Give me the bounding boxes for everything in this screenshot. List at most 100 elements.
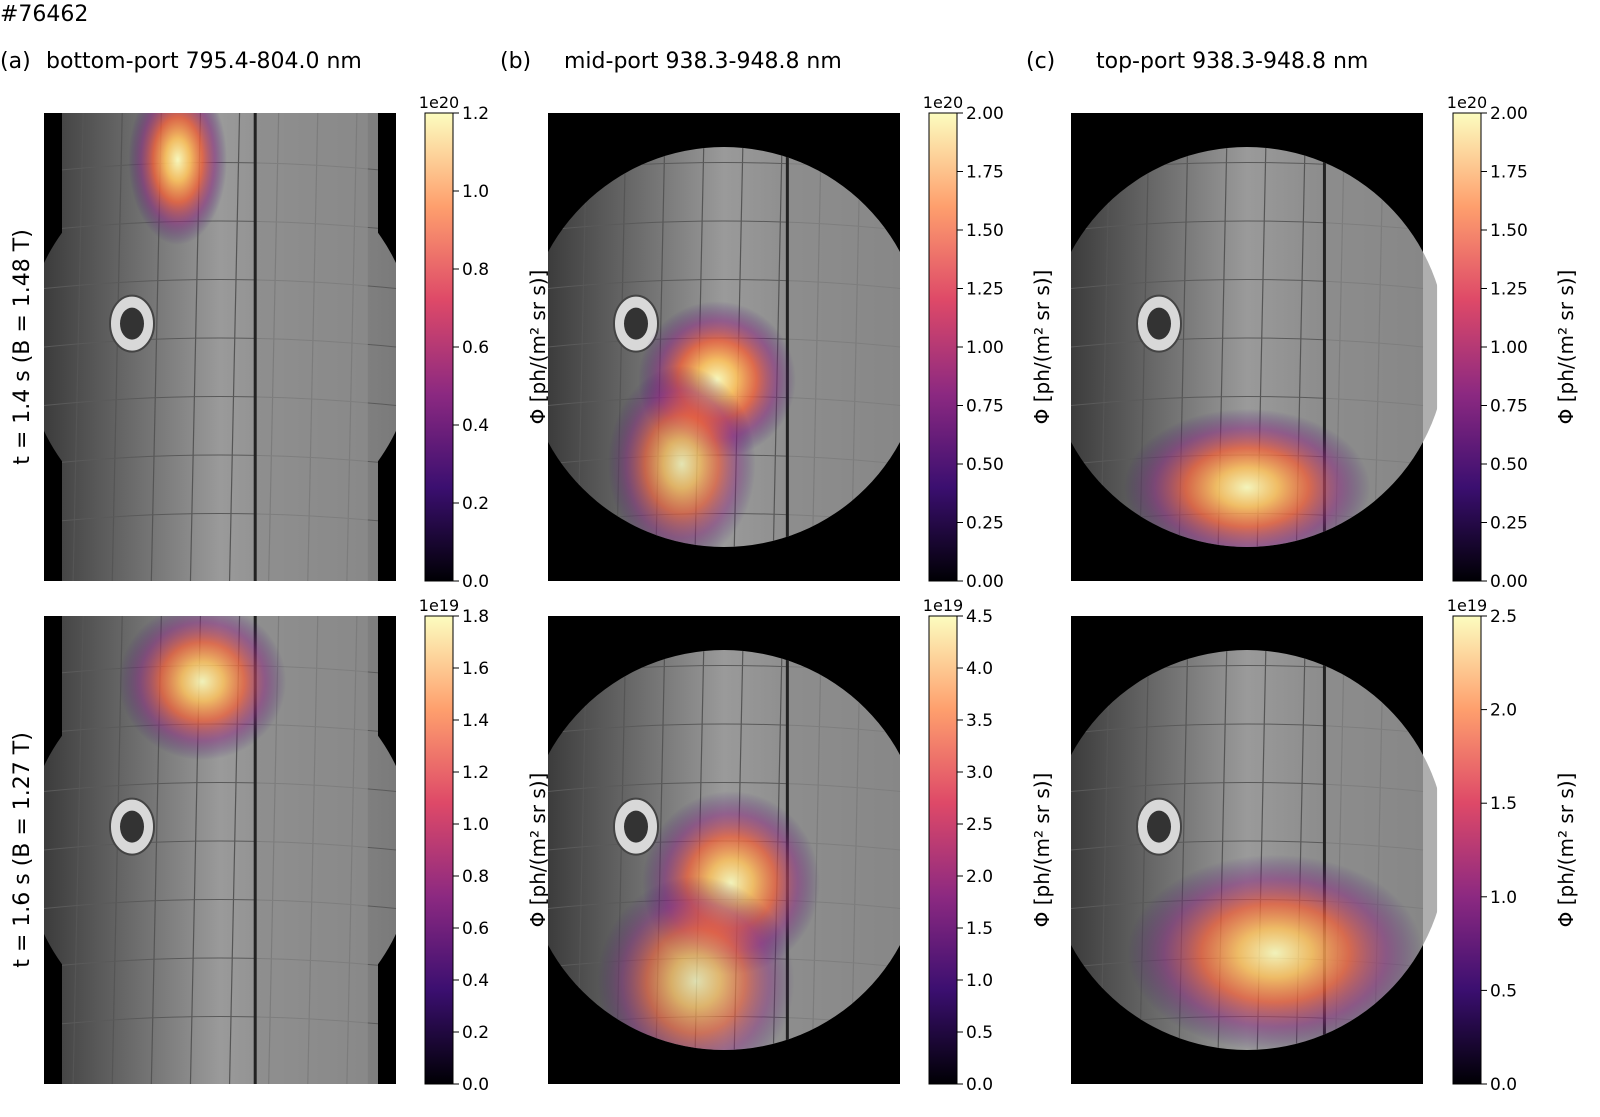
emission-region bbox=[128, 113, 228, 245]
panel-title: top-port 938.3-948.8 nm bbox=[1096, 49, 1368, 74]
colorbar-tick-label: 0.5 bbox=[1490, 981, 1517, 1001]
colorbar-scale bbox=[1452, 615, 1482, 1085]
vessel-view bbox=[43, 113, 397, 581]
colorbar: 0.00 0.25 0.50 0.75 1.00 1.25 1.50 1.75 2.001e20… bbox=[923, 93, 1054, 592]
panel-c-top: 0.00 0.25 0.50 0.75 1.00 1.25 1.50 1.75 2.001e20… bbox=[1070, 93, 1578, 592]
colorbar-tick-label: 1.5 bbox=[1490, 794, 1517, 814]
colorbar-tick-label: 4.0 bbox=[966, 659, 993, 679]
colorbar-tick-label: 0.25 bbox=[966, 514, 1004, 534]
vessel-view bbox=[547, 147, 901, 547]
shot-number: #76462 bbox=[0, 2, 88, 27]
column-titles: (a) bottom-port 795.4-804.0 nm (b) mid-port… bbox=[0, 49, 1368, 74]
vessel-view bbox=[1070, 147, 1438, 547]
colorbar-scale bbox=[928, 112, 958, 582]
colorbar-tick-label: 0.25 bbox=[1490, 514, 1528, 534]
colorbar-tick-label: 1.2 bbox=[462, 763, 489, 783]
colorbar-tick-label: 3.5 bbox=[966, 711, 993, 731]
colorbar-tick-label: 1.0 bbox=[462, 815, 489, 835]
colorbar-label: Φ [ph/(m² sr s)] bbox=[1554, 270, 1578, 425]
colorbar-label: Φ [ph/(m² sr s)] bbox=[526, 270, 550, 425]
colorbar-tick-label: 0.2 bbox=[462, 494, 489, 514]
panel-label: (a) bbox=[0, 49, 31, 74]
panel-title: bottom-port 795.4-804.0 nm bbox=[46, 49, 362, 74]
colorbar-tick-label: 1.4 bbox=[462, 711, 489, 731]
colorbar-tick-label: 1.0 bbox=[966, 971, 993, 991]
colorbar-multiplier: 1e19 bbox=[1447, 596, 1487, 615]
colorbar-tick-label: 3.0 bbox=[966, 763, 993, 783]
colorbar-tick-label: 0.6 bbox=[462, 338, 489, 358]
colorbar-tick-label: 0.4 bbox=[462, 971, 489, 991]
panel-label: (c) bbox=[1026, 49, 1055, 74]
row-time-label: t = 1.4 s (B = 1.48 T) bbox=[10, 229, 35, 465]
row-time-label: t = 1.6 s (B = 1.27 T) bbox=[10, 732, 35, 968]
colorbar-tick-label: 2.0 bbox=[966, 867, 993, 887]
emission-region bbox=[607, 365, 756, 547]
colorbar-scale bbox=[928, 615, 958, 1085]
colorbar-multiplier: 1e20 bbox=[1447, 93, 1487, 112]
colorbar-tick-label: 1.2 bbox=[462, 104, 489, 124]
colorbar-label: Φ [ph/(m² sr s)] bbox=[1030, 270, 1054, 425]
colorbar-tick-label: 0.75 bbox=[1490, 397, 1528, 417]
colorbar-tick-label: 0.50 bbox=[1490, 455, 1528, 475]
colorbar: 0.00 0.25 0.50 0.75 1.00 1.25 1.50 1.75 2.001e20… bbox=[1447, 93, 1578, 592]
colorbar-tick-label: 1.8 bbox=[462, 607, 489, 627]
colorbar-multiplier: 1e20 bbox=[923, 93, 963, 112]
colorbar-tick-label: 1.75 bbox=[1490, 163, 1528, 183]
colorbar-tick-label: 1.0 bbox=[1490, 888, 1517, 908]
colorbar-tick-label: 2.5 bbox=[966, 815, 993, 835]
colorbar-scale bbox=[424, 615, 454, 1085]
colorbar-tick-label: 4.5 bbox=[966, 607, 993, 627]
colorbar-tick-label: 1.00 bbox=[1490, 338, 1528, 358]
colorbar-tick-label: 0.0 bbox=[966, 1075, 993, 1095]
colorbar-tick-label: 1.25 bbox=[1490, 280, 1528, 300]
colorbar-multiplier: 1e19 bbox=[419, 596, 459, 615]
colorbar-tick-label: 2.0 bbox=[1490, 701, 1517, 721]
column-title: (c) top-port 938.3-948.8 nm bbox=[1026, 49, 1368, 74]
colorbar-tick-label: 0.0 bbox=[462, 572, 489, 592]
colorbar-tick-label: 0.0 bbox=[462, 1075, 489, 1095]
colorbar-label: Φ [ph/(m² sr s)] bbox=[1554, 773, 1578, 928]
panel-b-top: 0.00 0.25 0.50 0.75 1.00 1.25 1.50 1.75 2.001e20… bbox=[547, 93, 1054, 592]
colorbar-multiplier: 1e19 bbox=[923, 596, 963, 615]
column-title: (b) mid-port 938.3-948.8 nm bbox=[500, 49, 842, 74]
colorbar-tick-label: 1.50 bbox=[1490, 221, 1528, 241]
emission-region bbox=[1127, 854, 1424, 1050]
colorbar-tick-label: 0.0 bbox=[1490, 1075, 1517, 1095]
colorbar-tick-label: 0.00 bbox=[966, 572, 1004, 592]
colorbar-label: Φ [ph/(m² sr s)] bbox=[1030, 773, 1054, 928]
colorbar-multiplier: 1e20 bbox=[419, 93, 459, 112]
emission-region bbox=[118, 616, 287, 761]
column-title: (a) bottom-port 795.4-804.0 nm bbox=[0, 49, 362, 74]
colorbar-tick-label: 1.25 bbox=[966, 280, 1004, 300]
colorbar-tick-label: 0.2 bbox=[462, 1023, 489, 1043]
colorbar-tick-label: 0.5 bbox=[966, 1023, 993, 1043]
colorbar-tick-label: 2.00 bbox=[966, 104, 1004, 124]
colorbar-tick-label: 0.8 bbox=[462, 260, 489, 280]
panel-title: mid-port 938.3-948.8 nm bbox=[564, 49, 842, 74]
colorbar-tick-label: 1.0 bbox=[462, 182, 489, 202]
colorbar-tick-label: 1.50 bbox=[966, 221, 1004, 241]
colorbar-tick-label: 0.6 bbox=[462, 919, 489, 939]
colorbar-tick-label: 1.6 bbox=[462, 659, 489, 679]
colorbar-tick-label: 2.00 bbox=[1490, 104, 1528, 124]
colorbar-tick-label: 0.8 bbox=[462, 867, 489, 887]
colorbar-tick-label: 1.75 bbox=[966, 163, 1004, 183]
colorbar-tick-label: 0.75 bbox=[966, 397, 1004, 417]
colorbar-scale bbox=[1452, 112, 1482, 582]
emission-region bbox=[1123, 408, 1371, 547]
panel-label: (b) bbox=[500, 49, 531, 74]
colorbar-tick-label: 0.00 bbox=[1490, 572, 1528, 592]
colorbar-scale bbox=[424, 112, 454, 582]
colorbar-tick-label: 1.5 bbox=[966, 919, 993, 939]
row-labels: t = 1.4 s (B = 1.48 T) t = 1.6 s (B = 1.2… bbox=[10, 229, 35, 968]
